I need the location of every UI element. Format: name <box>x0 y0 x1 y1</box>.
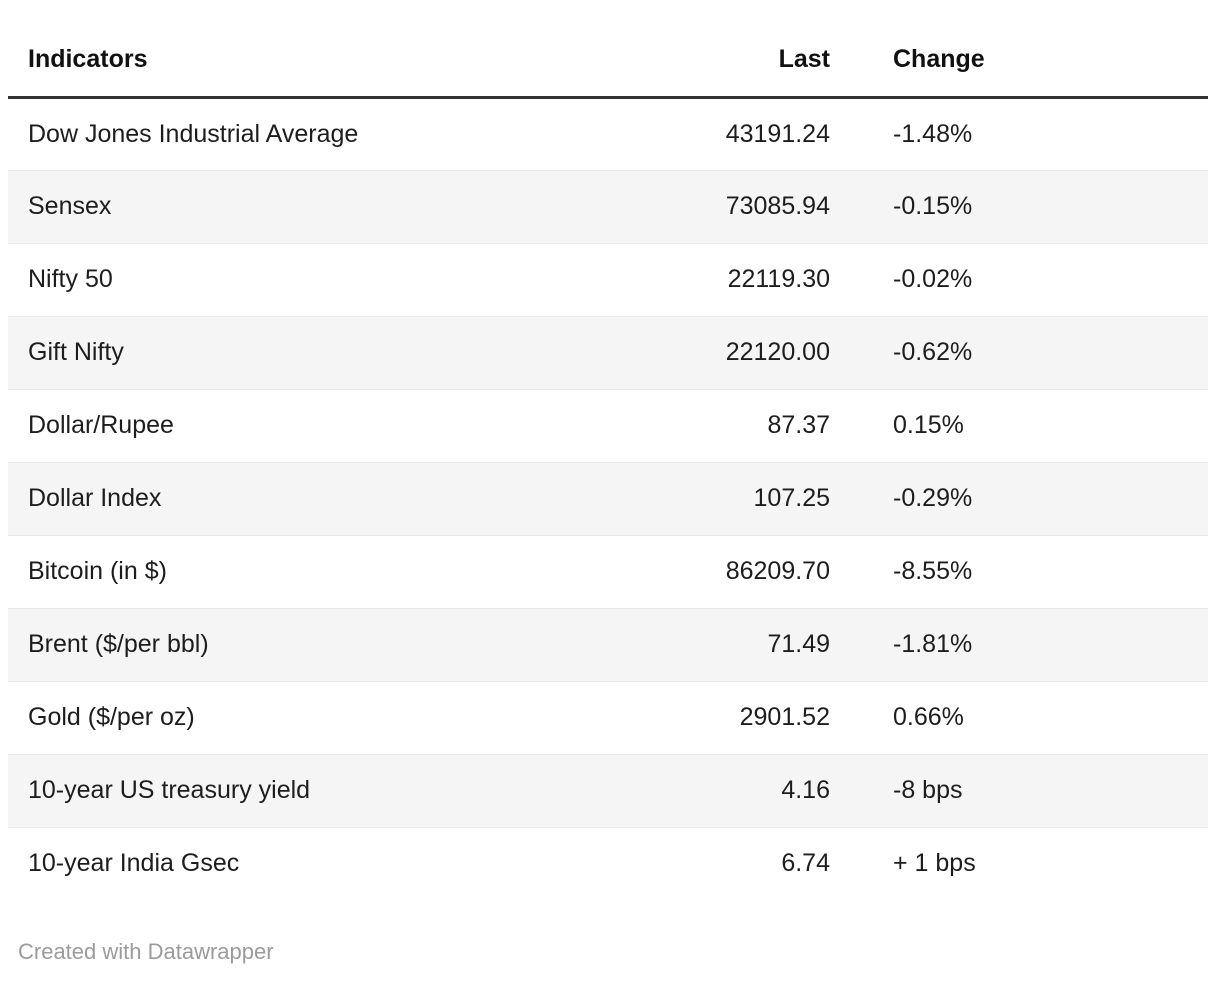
column-header-change: Change <box>830 24 1208 99</box>
change-cell: -1.48% <box>893 119 973 148</box>
indicator-cell: 10-year India Gsec <box>8 826 640 900</box>
table-row: Gold ($/per oz) 2901.52 0.66% <box>8 680 1208 754</box>
indicators-table: Indicators Last Change Dow Jones Industr… <box>8 24 1208 900</box>
last-cell: 107.25 <box>640 461 830 535</box>
datawrapper-attribution-link[interactable]: Created with Datawrapper <box>18 939 274 964</box>
change-cell: -8.55% <box>830 534 1208 608</box>
last-cell: 86209.70 <box>640 534 830 608</box>
column-header-indicators: Indicators <box>8 24 640 99</box>
indicator-cell: Brent ($/per bbl) <box>8 607 640 681</box>
change-cell: + 1 bps <box>830 826 1208 900</box>
change-cell: -0.15% <box>830 169 1208 243</box>
table-row: Sensex 73085.94 -0.15% <box>8 169 1208 243</box>
table-row: Bitcoin (in $) 86209.70 -8.55% <box>8 534 1208 608</box>
last-cell: 2901.52 <box>640 680 830 754</box>
change-cell: 0.66% <box>830 680 1208 754</box>
indicator-cell: Nifty 50 <box>8 242 640 316</box>
change-cell: -0.02% <box>830 242 1208 316</box>
change-cell: -1.81% <box>830 607 1208 681</box>
last-cell: 43191.24 <box>725 119 830 148</box>
column-header-last: Last <box>640 24 830 99</box>
last-cell: 4.16 <box>640 753 830 827</box>
last-cell: 87.37 <box>640 388 830 462</box>
table-row: 10-year India Gsec 6.74 + 1 bps <box>8 826 1208 900</box>
indicator-cell: Gift Nifty <box>8 315 640 389</box>
last-cell: 22120.00 <box>640 315 830 389</box>
table-row: Dow Jones Industrial Average 43191.24 -1… <box>8 97 1208 170</box>
indicator-cell: Sensex <box>8 169 640 243</box>
table-row: 10-year US treasury yield 4.16 -8 bps <box>8 753 1208 827</box>
table-header-row: Indicators Last Change <box>8 24 1208 99</box>
last-cell: 6.74 <box>640 826 830 900</box>
change-cell: -0.29% <box>830 461 1208 535</box>
indicator-cell: 10-year US treasury yield <box>8 753 640 827</box>
last-cell: 71.49 <box>640 607 830 681</box>
last-cell: 22119.30 <box>640 242 830 316</box>
table-row: Dollar Index 107.25 -0.29% <box>8 461 1208 535</box>
indicator-cell: Dollar/Rupee <box>8 388 640 462</box>
table-row: Gift Nifty 22120.00 -0.62% <box>8 315 1208 389</box>
attribution-footer: Created with Datawrapper <box>8 939 1208 965</box>
table-row: Nifty 50 22119.30 -0.02% <box>8 242 1208 316</box>
last-cell: 73085.94 <box>640 169 830 243</box>
indicator-cell: Gold ($/per oz) <box>8 680 640 754</box>
table-row: Dollar/Rupee 87.37 0.15% <box>8 388 1208 462</box>
change-cell: -8 bps <box>830 753 1208 827</box>
indicator-cell: Dow Jones Industrial Average <box>28 119 359 148</box>
indicator-cell: Bitcoin (in $) <box>8 534 640 608</box>
indicator-cell: Dollar Index <box>8 461 640 535</box>
change-cell: 0.15% <box>830 388 1208 462</box>
table-row: Brent ($/per bbl) 71.49 -1.81% <box>8 607 1208 681</box>
change-cell: -0.62% <box>830 315 1208 389</box>
